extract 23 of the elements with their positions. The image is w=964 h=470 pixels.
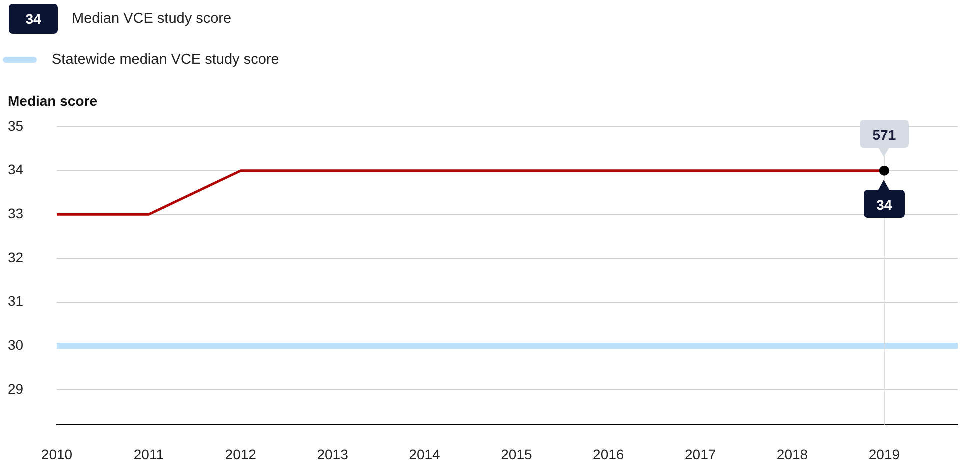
x-tick-label: 2015: [501, 446, 532, 462]
x-tick-label: 2018: [776, 446, 808, 462]
annotation: 571: [872, 126, 896, 143]
x-tick-label: 2017: [684, 446, 716, 462]
y-tick-label: 32: [8, 249, 24, 266]
x-tick-label: 2011: [134, 446, 164, 462]
text: 34: [26, 11, 42, 27]
text: Median VCE study score: [72, 11, 232, 27]
x-tick-label: 2016: [593, 446, 624, 462]
x-tick-label: 2012: [225, 446, 257, 462]
data-label: 34: [876, 196, 892, 213]
y-tick-label: 33: [8, 206, 24, 222]
x-tick-label: 2019: [868, 446, 900, 462]
legend-label: Statewide median VCE study score: [52, 52, 280, 68]
y-axis-title: Median score: [8, 92, 98, 109]
y-tick-label: 34: [8, 162, 24, 178]
x-tick-label: 2013: [317, 446, 349, 462]
y-tick-label: 29: [8, 380, 24, 397]
x-tick-label: 2010: [41, 446, 73, 462]
y-tick-label: 31: [8, 293, 24, 310]
y-tick-label: 30: [8, 336, 24, 353]
x-tick-label: 2014: [409, 446, 441, 462]
y-tick-label: 35: [8, 118, 24, 134]
